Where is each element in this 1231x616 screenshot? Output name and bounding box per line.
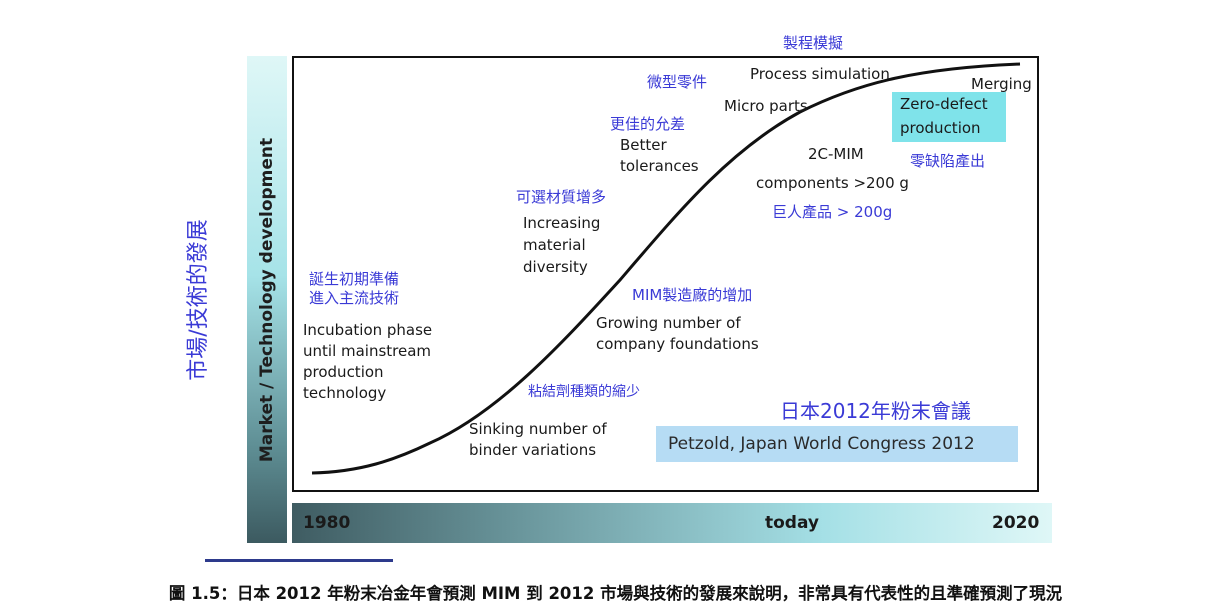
- process-simulation-en: Process simulation: [750, 65, 890, 83]
- growing-en-line-2: company foundations: [596, 335, 759, 353]
- zero-defect-highlight: [892, 92, 1006, 142]
- diversity-en-line-2: material: [523, 236, 586, 254]
- x-tick-today: today: [765, 513, 820, 533]
- sinking-en-line-1: Sinking number of: [469, 420, 607, 438]
- growing-cjk: MIM製造廠的增加: [632, 286, 753, 304]
- sinking-en-line-2: binder variations: [469, 441, 597, 459]
- incubation-cjk-line-1: 誕生初期準備: [309, 270, 400, 288]
- citation-text: Petzold, Japan World Congress 2012: [668, 434, 975, 454]
- sinking-cjk: 粘結劑種類的縮少: [528, 384, 640, 400]
- tolerances-cjk: 更佳的允差: [610, 115, 686, 133]
- tolerances-en-line-2: tolerances: [620, 157, 699, 175]
- incubation-en-line-4: technology: [303, 384, 387, 402]
- y-axis-gradient-bar: [247, 56, 287, 543]
- incubation-cjk-line-2: 進入主流技術: [309, 289, 400, 307]
- caption-rule: [205, 559, 393, 562]
- citation-box: [656, 426, 1018, 462]
- incubation-en-line-2: until mainstream: [303, 342, 432, 360]
- diversity-cjk: 可選材質增多: [516, 188, 607, 206]
- figure-caption: 圖 1.5：日本 2012 年粉末冶金年會預測 MIM 到 2012 市場與技術…: [168, 584, 1063, 603]
- incubation-en-line-3: production: [303, 363, 384, 381]
- merging-en: Merging: [971, 75, 1032, 93]
- diversity-en-line-1: Increasing: [523, 214, 601, 232]
- twoc-mim-en-line-1: 2C-MIM: [808, 145, 864, 163]
- incubation-en-line-1: Incubation phase: [303, 321, 433, 339]
- development-curve: [311, 62, 1021, 475]
- x-tick-1980: 1980: [303, 513, 351, 533]
- conference-label: 日本2012年粉末會議: [780, 399, 971, 423]
- diversity-en-line-3: diversity: [523, 258, 588, 276]
- micro-parts-cjk: 微型零件: [647, 73, 708, 91]
- tolerances-en-line-1: Better: [620, 136, 667, 154]
- x-tick-2020: 2020: [992, 513, 1040, 533]
- growing-en-line-1: Growing number of: [596, 314, 741, 332]
- twoc-mim-cjk: 巨人產品 > 200g: [772, 203, 893, 221]
- x-axis-gradient-bar: [292, 503, 1052, 543]
- zero-defect-cjk: 零缺陷產出: [910, 152, 986, 170]
- zero-defect-en-line-1: Zero-defect: [900, 95, 988, 113]
- process-simulation-cjk: 製程模擬: [783, 34, 844, 52]
- twoc-mim-en-line-2: components >200 g: [756, 174, 909, 192]
- zero-defect-en-line-2: production: [900, 119, 981, 137]
- micro-parts-en: Micro parts: [724, 97, 808, 115]
